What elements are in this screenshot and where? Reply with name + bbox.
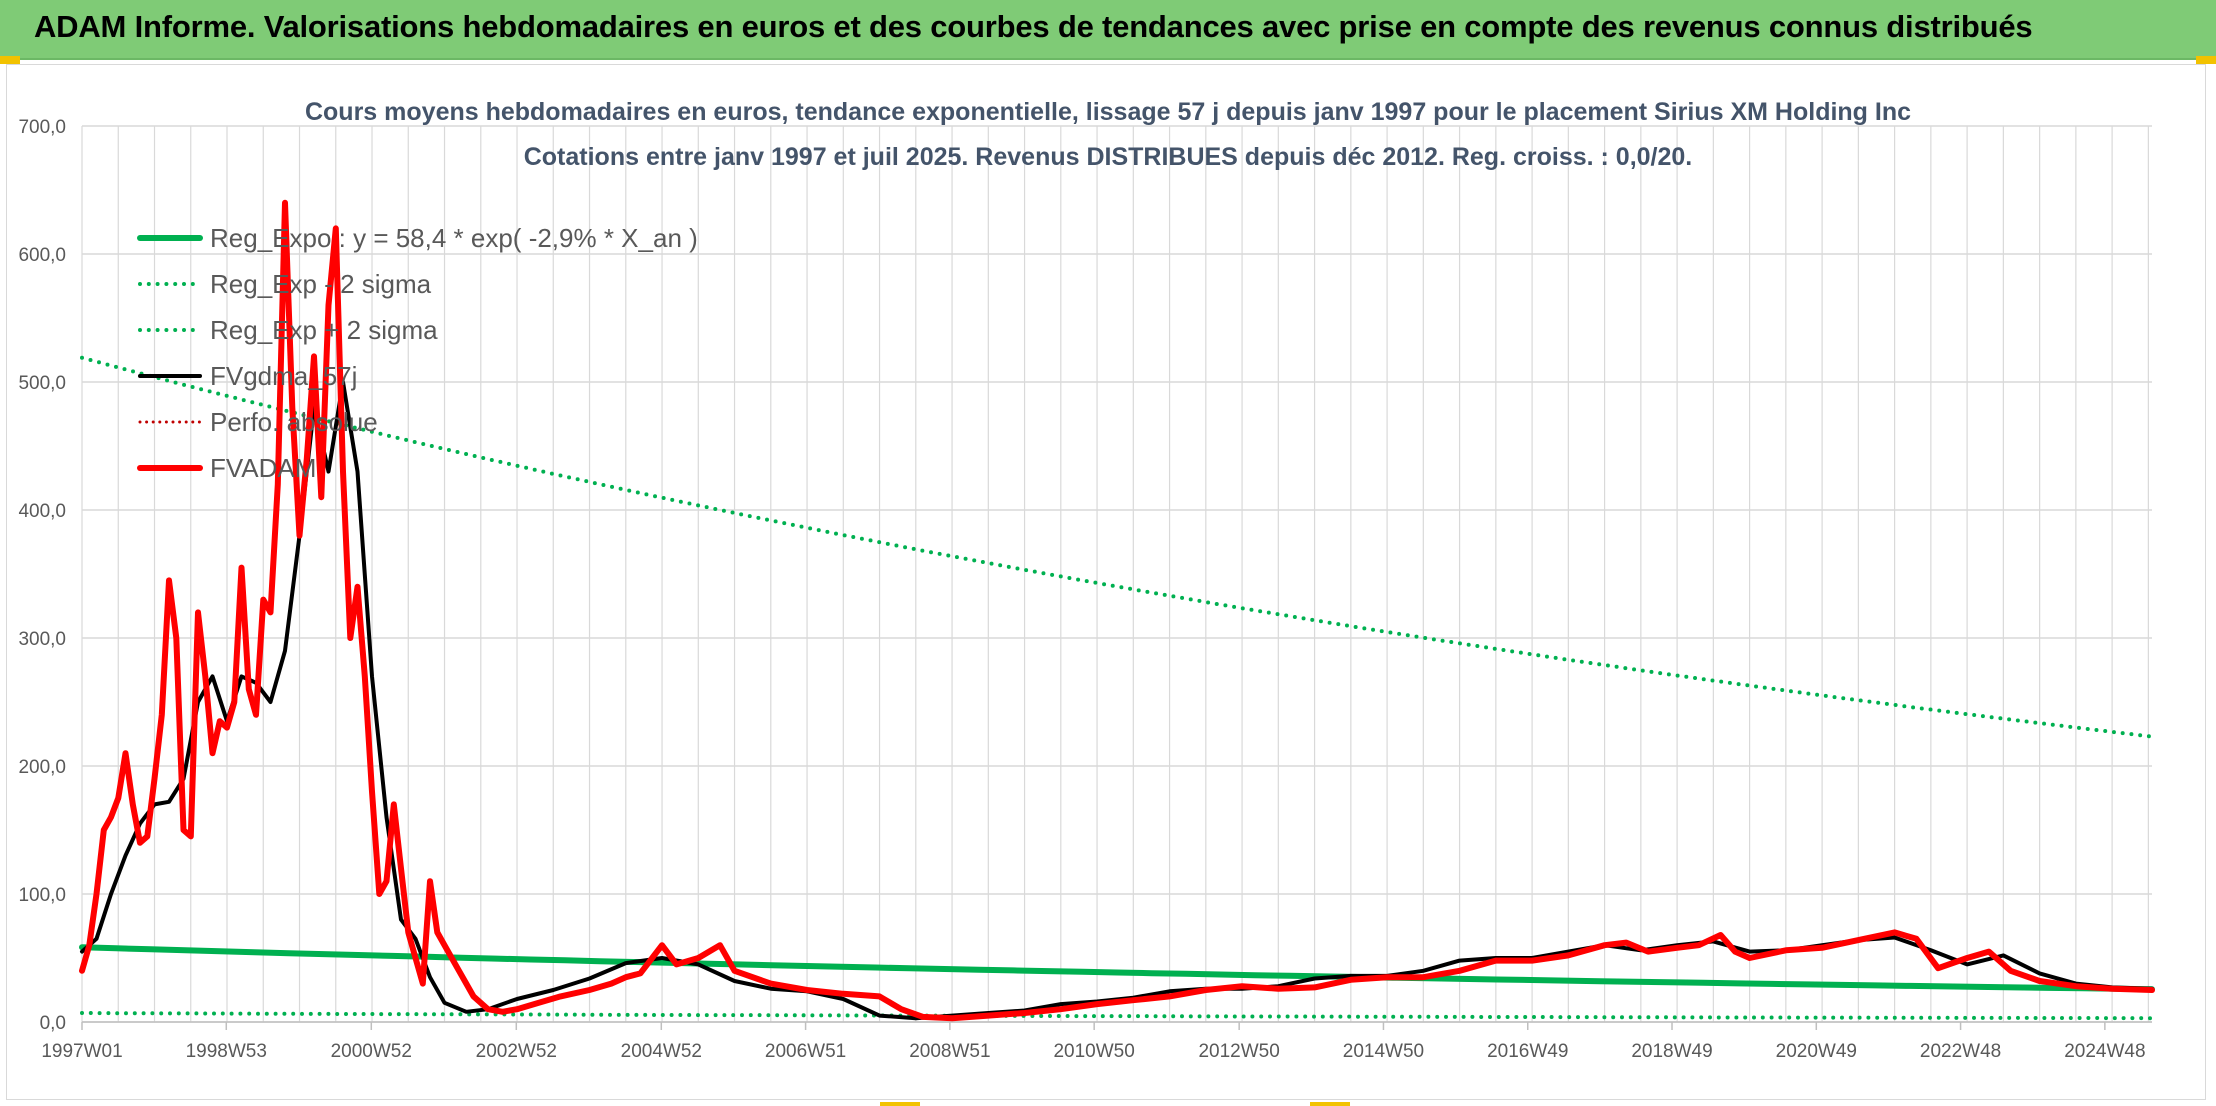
header-accent-right: [2196, 56, 2216, 64]
legend-label: FVADAM: [210, 453, 316, 483]
x-tick-label: 1998W53: [186, 1041, 267, 1062]
y-tick-label: 400,0: [18, 501, 66, 522]
x-tick-label: 2008W51: [909, 1041, 990, 1062]
report-title: ADAM Informe. Valorisations hebdomadaire…: [34, 9, 2033, 44]
x-tick-label: 2012W50: [1198, 1041, 1279, 1062]
x-tick-label: 2020W49: [1776, 1041, 1857, 1062]
footer-accent: [880, 1102, 920, 1106]
x-tick-label: 1997W01: [41, 1041, 122, 1062]
x-tick-label: 2018W49: [1631, 1041, 1712, 1062]
x-tick-label: 2006W51: [765, 1041, 846, 1062]
legend-label: Reg_Exp + 2 sigma: [210, 315, 438, 345]
header-accent-left: [0, 56, 20, 64]
legend-label: Reg_Exp - 2 sigma: [210, 269, 432, 299]
grid-lines: [81, 125, 2152, 1023]
y-tick-label: 600,0: [18, 245, 66, 266]
series-line-0: [79, 944, 2155, 993]
series-line-5: [79, 199, 2155, 1022]
y-tick-label: 700,0: [18, 117, 66, 138]
x-tick-label: 2024W48: [2064, 1041, 2145, 1062]
legend-label: FVgdma_57j: [210, 361, 357, 391]
y-tick-label: 100,0: [18, 885, 66, 906]
y-tick-label: 300,0: [18, 629, 66, 650]
axis-labels: 0,0 100,0 200,0 300,0 400,0 500,0 600,0 700,0 19…: [18, 117, 2145, 1062]
footer-accent: [1310, 1102, 1350, 1106]
x-tick-label: 2000W52: [331, 1041, 412, 1062]
y-tick-label: 500,0: [18, 373, 66, 394]
chart-subtitle: Cotations entre janv 1997 et juil 2025. …: [524, 143, 1693, 171]
series-lines: [79, 199, 2155, 1022]
x-tick-label: 2004W52: [621, 1041, 702, 1062]
chart-title: Cours moyens hebdomadaires en euros, ten…: [305, 98, 1911, 126]
y-tick-label: 200,0: [18, 757, 66, 778]
x-tick-label: 2016W49: [1487, 1041, 1568, 1062]
x-tick-label: 2022W48: [1920, 1041, 2001, 1062]
legend: Reg_Expo : y = 58,4 * exp( -2,9% * X_an …: [137, 223, 698, 483]
series-line-2: [80, 355, 2154, 739]
legend-label: Reg_Expo : y = 58,4 * exp( -2,9% * X_an …: [210, 223, 698, 253]
series-line-3: [80, 380, 2154, 1021]
legend-label: Perfo. absolue: [210, 407, 378, 437]
x-tick-label: 2014W50: [1343, 1041, 1424, 1062]
y-tick-label: 0,0: [40, 1013, 66, 1034]
x-tick-label: 2010W50: [1053, 1041, 1134, 1062]
chart-area: [6, 64, 2206, 1100]
series-line-1: [80, 1011, 2154, 1021]
report-header: ADAM Informe. Valorisations hebdomadaire…: [0, 0, 2216, 60]
x-tick-label: 2002W52: [476, 1041, 557, 1062]
